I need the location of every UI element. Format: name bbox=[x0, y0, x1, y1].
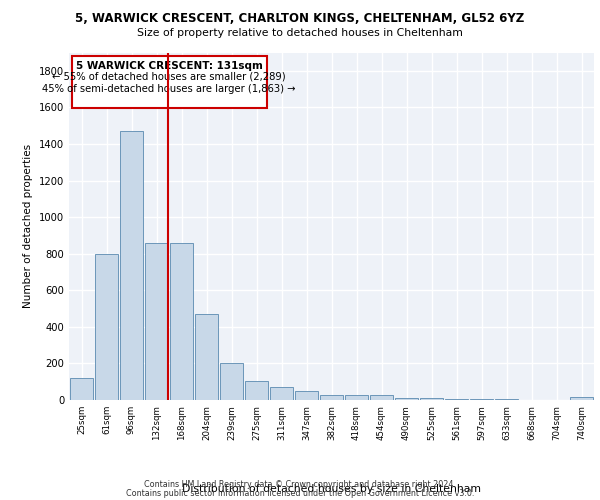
Bar bbox=[145, 242, 168, 400]
Bar bbox=[320, 394, 343, 400]
Bar bbox=[195, 314, 218, 400]
Bar bbox=[445, 399, 468, 400]
Bar bbox=[170, 242, 193, 400]
Text: 45% of semi-detached houses are larger (1,863) →: 45% of semi-detached houses are larger (… bbox=[42, 84, 296, 94]
Bar bbox=[345, 396, 368, 400]
Bar bbox=[470, 399, 493, 400]
Bar bbox=[370, 396, 393, 400]
Text: Contains public sector information licensed under the Open Government Licence v3: Contains public sector information licen… bbox=[126, 488, 474, 498]
Bar bbox=[220, 364, 243, 400]
Bar bbox=[395, 398, 418, 400]
X-axis label: Distribution of detached houses by size in Cheltenham: Distribution of detached houses by size … bbox=[182, 484, 481, 494]
Bar bbox=[495, 399, 518, 400]
Text: 5, WARWICK CRESCENT, CHARLTON KINGS, CHELTENHAM, GL52 6YZ: 5, WARWICK CRESCENT, CHARLTON KINGS, CHE… bbox=[76, 12, 524, 26]
Text: Size of property relative to detached houses in Cheltenham: Size of property relative to detached ho… bbox=[137, 28, 463, 38]
Bar bbox=[270, 387, 293, 400]
Bar bbox=[70, 378, 93, 400]
Text: ← 55% of detached houses are smaller (2,289): ← 55% of detached houses are smaller (2,… bbox=[52, 72, 286, 82]
Y-axis label: Number of detached properties: Number of detached properties bbox=[23, 144, 34, 308]
Text: 5 WARWICK CRESCENT: 131sqm: 5 WARWICK CRESCENT: 131sqm bbox=[76, 60, 262, 70]
Bar bbox=[245, 381, 268, 400]
FancyBboxPatch shape bbox=[71, 56, 266, 108]
Text: Contains HM Land Registry data © Crown copyright and database right 2024.: Contains HM Land Registry data © Crown c… bbox=[144, 480, 456, 489]
Bar bbox=[95, 254, 118, 400]
Bar bbox=[570, 398, 593, 400]
Bar bbox=[120, 131, 143, 400]
Bar bbox=[420, 398, 443, 400]
Bar bbox=[295, 391, 318, 400]
